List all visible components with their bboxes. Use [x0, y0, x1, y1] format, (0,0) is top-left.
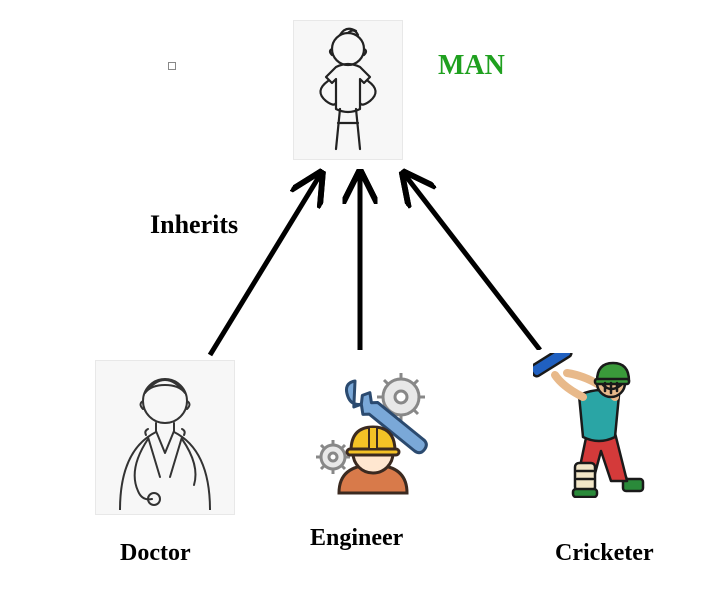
child-node-engineer [300, 358, 445, 498]
parent-label: MAN [438, 50, 505, 82]
cricketer-icon [533, 353, 673, 498]
child-label-engineer: Engineer [310, 525, 403, 552]
engineer-icon [303, 361, 443, 496]
child-label-doctor: Doctor [120, 540, 191, 567]
parent-node-man [293, 20, 403, 160]
doctor-icon [100, 365, 230, 510]
arrow-doctor [210, 175, 320, 355]
boy-icon [298, 25, 398, 155]
edge-label-inherits: Inherits [150, 210, 238, 240]
child-node-cricketer [530, 350, 675, 500]
decorative-square [168, 62, 176, 70]
child-node-doctor [95, 360, 235, 515]
arrow-cricketer [405, 175, 540, 350]
child-label-cricketer: Cricketer [555, 540, 654, 567]
